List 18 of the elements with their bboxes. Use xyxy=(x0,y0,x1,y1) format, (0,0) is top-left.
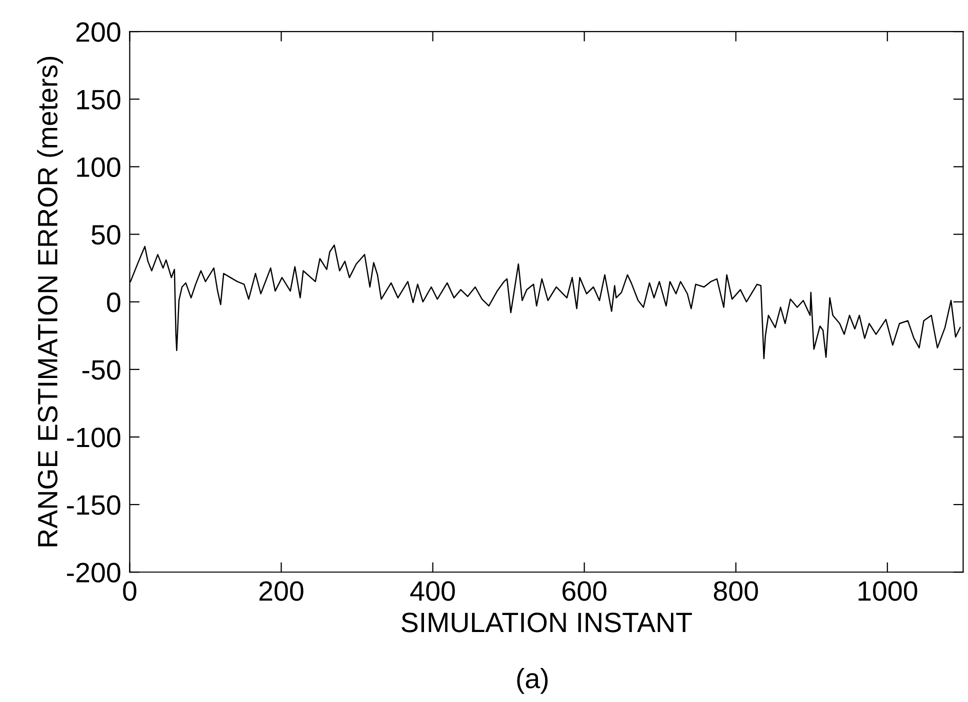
y-tick-label: -50 xyxy=(82,360,120,380)
y-axis-title: RANGE ESTIMATION ERROR (meters) xyxy=(37,56,63,546)
y-tick-label: -200 xyxy=(67,562,120,582)
text: (a) xyxy=(517,668,548,694)
y-tick-label: -150 xyxy=(67,495,120,515)
x-axis-title: SIMULATION INSTANT xyxy=(402,612,692,632)
x-tick-label: 1000 xyxy=(858,581,918,601)
x-tick-label: 0 xyxy=(123,581,136,601)
y-tick-label: 50 xyxy=(92,224,120,245)
y-tick-label: 200 xyxy=(76,22,120,42)
x-tick-label: 200 xyxy=(259,581,304,601)
y-tick-label: 0 xyxy=(107,292,120,312)
y-tick-label: -100 xyxy=(67,428,120,448)
x-tick-label: 600 xyxy=(562,581,606,601)
x-tick-label: 400 xyxy=(410,581,455,601)
y-tick-label: 100 xyxy=(77,157,120,178)
x-tick-label: 800 xyxy=(714,581,758,601)
y-tick-label: 150 xyxy=(77,90,120,110)
